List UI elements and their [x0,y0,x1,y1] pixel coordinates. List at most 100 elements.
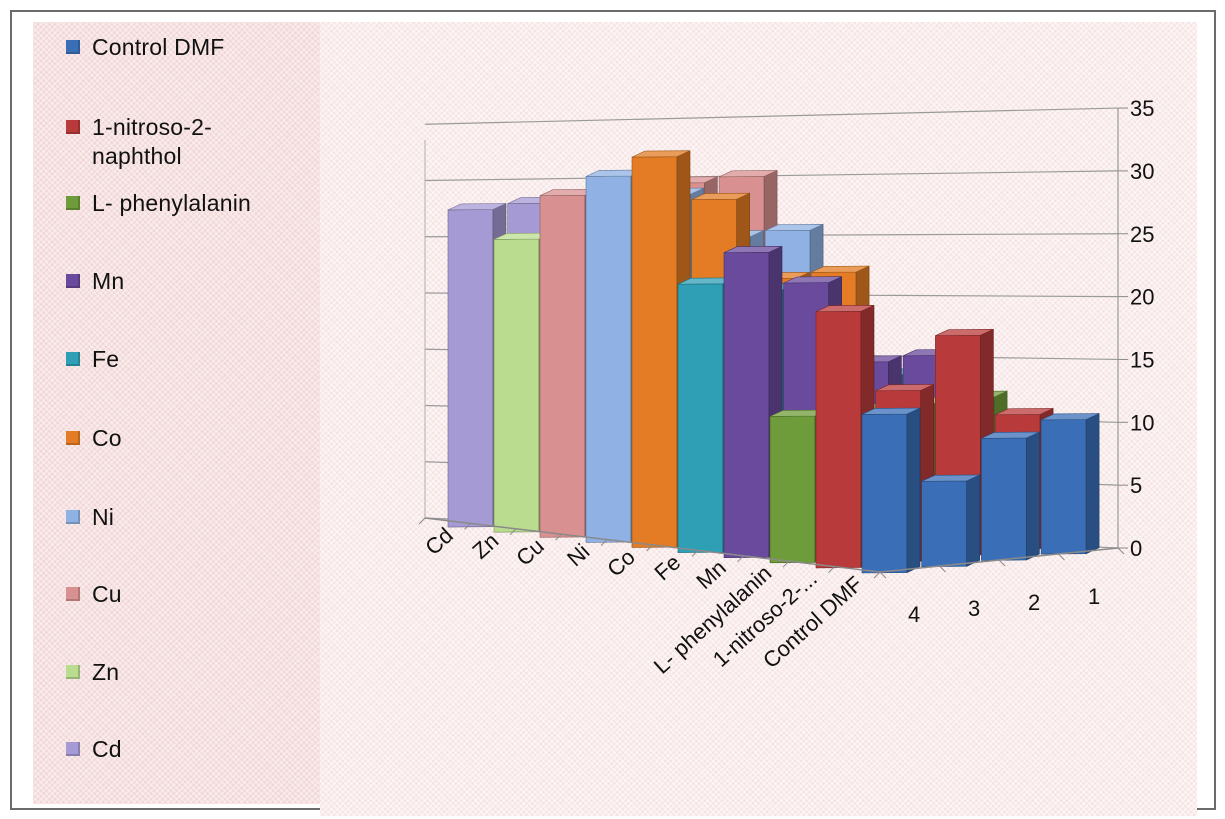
bar-side [1026,431,1040,561]
y-tick-label: 5 [1130,473,1142,498]
bars [447,150,1100,574]
bar-top [631,150,691,158]
bar-top [815,304,875,313]
legend-swatch [66,665,80,679]
legend-item-cd: Cd [66,735,312,764]
x-tick-label: Mn [691,555,730,594]
bar-front [769,415,816,564]
bar-top [1040,413,1100,421]
legend-label: Mn [92,268,125,294]
bar-top [921,474,980,482]
y-tick-label: 20 [1130,285,1154,310]
legend-swatch [66,742,80,756]
x-tick-label: Ni [562,539,594,571]
x-tick-mark [782,560,790,568]
depth-tick-mark [879,571,887,579]
bar-front [723,251,770,559]
x-tick-label: Zn [468,528,504,564]
legend-label: Fe [92,346,120,372]
x-tick-label: Co [602,544,640,581]
x-tick-mark [464,523,471,530]
x-tick-label: Cd [420,523,458,560]
legend-item-l-phenylalanin: L- phenylalanin [66,189,312,218]
y-tick-label: 15 [1130,347,1154,372]
depth-tick-label: 3 [968,596,980,621]
y-tick-label: 35 [1130,96,1154,121]
x-tick-mark [555,533,562,541]
depth-tick-mark [998,559,1006,567]
bar-top [718,170,778,178]
legend-label: Co [92,425,122,451]
bar-front [631,156,678,548]
bar-top [723,246,783,253]
legend-item-zn: Zn [66,658,312,687]
legend-item-fe: Fe [66,345,312,374]
x-tick-mark [646,544,653,552]
bar-top [994,408,1054,416]
legend-swatch [66,40,80,54]
depth-tick-mark [1117,547,1125,555]
bar-top [783,276,842,284]
legend-swatch [66,352,80,366]
bar-front [539,194,586,538]
bar-front [585,175,632,543]
legend-item-cu: Cu [66,580,312,609]
bar-front [447,209,494,528]
depth-tick-mark [939,565,946,573]
bar-front [921,480,968,568]
legend-item-co: Co [66,424,312,453]
x-tick-mark [509,528,517,536]
legend-label: Cu [92,581,122,607]
y-tick-label: 10 [1130,410,1154,435]
bar-top [875,384,934,392]
depth-tick-labels: 4 3 2 1 [908,584,1100,627]
bar-front [493,238,540,533]
x-tick-label: Cu [511,533,549,570]
y-tick-labels: 0 5 10 15 20 25 30 35 [1118,96,1154,561]
bar-top [981,431,1040,439]
bar-side [906,407,921,574]
legend-item-control-dmf: Control DMF [66,33,312,62]
x-tick-mark [737,555,744,563]
legend-label: L- phenylalanin [92,190,252,216]
x-tick-mark [418,517,426,525]
bar-top [764,224,824,231]
bar-front [861,413,908,574]
y-tick-label: 30 [1130,159,1154,184]
axes [418,517,1125,579]
bar-front [815,310,862,569]
legend-swatch [66,510,80,524]
legend-item-mn: Mn [66,267,312,296]
bar-front [677,283,724,553]
legend-label: Control DMF [92,34,225,60]
bar-front [1040,419,1087,555]
y-tick-label: 0 [1130,536,1142,561]
legend-swatch [66,120,80,134]
bar-top [691,192,750,200]
bar-side [966,474,981,567]
depth-tick-label: 1 [1088,584,1100,609]
legend-label: Cd [92,736,122,762]
legend-label: Ni [92,504,115,530]
x-tick-mark [828,566,835,573]
x-tick-mark [600,539,608,546]
y-tick-label: 25 [1130,222,1154,247]
bar-control-dmf-depth-2 [981,431,1040,561]
x-tick-mark [691,550,699,557]
bar-top [447,203,507,211]
legend-item-ni: Ni [66,503,312,532]
legend-label: 1-nitroso-2-naphthol [92,114,212,169]
depth-tick-mark [1058,553,1065,561]
bar-top [935,328,994,337]
bar-side [1085,413,1100,555]
depth-tick-label: 4 [908,602,920,627]
bar-top [810,265,870,273]
x-tick-mark [873,571,881,579]
legend-swatch [66,274,80,288]
legend-swatch [66,196,80,210]
bar-control-dmf-depth-4 [861,407,921,574]
depth-tick-label: 2 [1028,590,1040,615]
legend-panel [33,22,343,804]
bar-front [981,437,1027,561]
